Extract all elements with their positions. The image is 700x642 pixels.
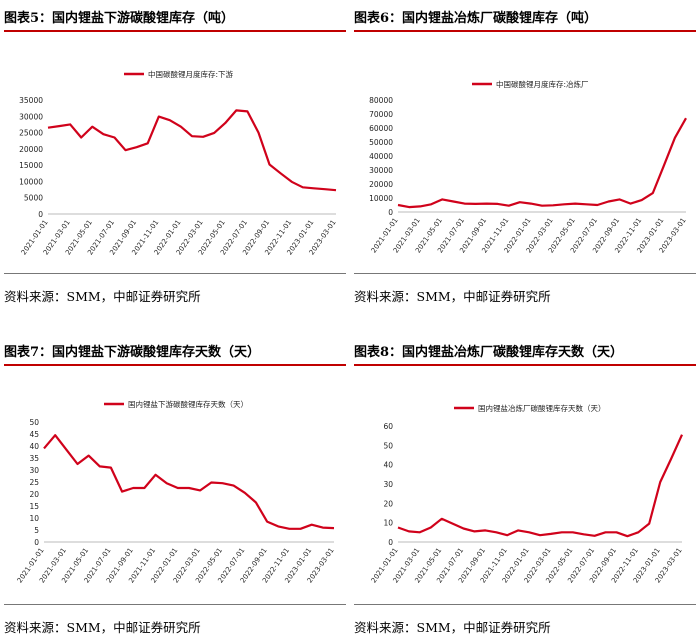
y-tick-label: 0 (388, 538, 393, 547)
y-tick-label: 20 (29, 490, 39, 499)
y-tick-label: 35 (29, 454, 39, 463)
y-tick-label: 15 (29, 502, 39, 511)
y-tick-label: 30 (383, 480, 393, 489)
y-tick-label: 30000 (19, 112, 43, 121)
source-label: 资料来源：SMM，中邮证券研究所 (4, 289, 201, 304)
source-label: 资料来源：SMM，中邮证券研究所 (354, 289, 551, 304)
series-line (43, 434, 335, 530)
line-chart: 国内锂盐下游碳酸锂库存天数（天） 0 5 10 15 20 25 30 35 40 45 50 2021… (16, 399, 336, 585)
y-tick-label: 35000 (19, 96, 43, 105)
y-tick-label: 0 (388, 208, 393, 217)
series-line (397, 434, 684, 538)
y-tick-label: 10 (383, 519, 393, 528)
y-tick-label: 25 (29, 478, 39, 487)
legend-label: 中国碳酸锂月度库存:下游 (148, 69, 234, 79)
y-tick-label: 10000 (19, 177, 43, 186)
y-tick-label: 45 (29, 430, 39, 439)
y-tick-label: 20000 (369, 180, 393, 189)
y-axis: 0 5 10 15 20 25 30 35 40 45 50 (29, 418, 39, 547)
x-axis: 2021-01-012021-03-012021-05-012021-07-01… (20, 219, 338, 257)
legend: 中国碳酸锂月度库存:冶炼厂 (472, 79, 589, 89)
data-points (397, 118, 687, 208)
y-tick-label: 70000 (369, 110, 393, 119)
data-points (47, 110, 337, 191)
legend-label: 国内锂盐下游碳酸锂库存天数（天） (128, 399, 248, 409)
y-tick-label: 40 (29, 442, 39, 451)
y-tick-label: 40000 (369, 152, 393, 161)
series-line (397, 117, 687, 209)
y-tick-label: 5 (34, 526, 39, 535)
line-chart: 中国碳酸锂月度库存:冶炼厂 0 10000 20000 30000 40000 50000 6… (369, 79, 688, 255)
y-tick-label: 0 (38, 210, 43, 219)
legend: 中国碳酸锂月度库存:下游 (124, 69, 234, 79)
y-axis: 0 10000 20000 30000 40000 50000 60000 70000 8000… (369, 96, 393, 217)
y-tick-label: 25000 (19, 129, 43, 138)
y-axis: 0 5000 10000 15000 20000 25000 30000 35000 (19, 96, 43, 219)
y-tick-label: 10000 (369, 194, 393, 203)
y-tick-label: 60 (383, 422, 393, 431)
y-tick-label: 50000 (369, 138, 393, 147)
divider (354, 273, 696, 274)
y-tick-label: 50 (29, 418, 39, 427)
legend: 国内锂盐下游碳酸锂库存天数（天） (104, 399, 248, 409)
y-tick-label: 15000 (19, 161, 43, 170)
y-tick-label: 80000 (369, 96, 393, 105)
figure-title: 图表5：国内锂盐下游碳酸锂库存（吨） (4, 8, 346, 32)
divider (4, 273, 346, 274)
y-tick-label: 50 (383, 441, 393, 450)
figure-title: 图表8：国内锂盐冶炼厂碳酸锂库存天数（天） (354, 342, 696, 366)
y-tick-label: 0 (34, 538, 39, 547)
legend-label: 国内锂盐冶炼厂碳酸锂库存天数（天） (478, 403, 606, 413)
y-tick-label: 40 (383, 461, 393, 470)
y-tick-label: 20000 (19, 145, 43, 154)
data-points (397, 434, 683, 537)
figure-title: 图表6：国内锂盐冶炼厂碳酸锂库存（吨） (354, 8, 696, 32)
y-axis: 0 10 20 30 40 50 60 (383, 422, 393, 547)
legend: 国内锂盐冶炼厂碳酸锂库存天数（天） (454, 403, 606, 413)
legend-label: 中国碳酸锂月度库存:冶炼厂 (496, 79, 589, 89)
divider (4, 604, 346, 605)
divider (354, 604, 696, 605)
line-chart: 国内锂盐冶炼厂碳酸锂库存天数（天） 0 10 20 30 40 50 60 2021-01-01… (370, 403, 684, 585)
source-label: 资料来源：SMM，中邮证券研究所 (4, 620, 201, 635)
x-axis: 2021-01-012021-03-012021-05-012021-07-01… (16, 547, 336, 585)
data-points (43, 435, 335, 529)
y-tick-label: 10 (29, 514, 39, 523)
source-label: 资料来源：SMM，中邮证券研究所 (354, 620, 551, 635)
x-axis: 2021-01-012021-03-012021-05-012021-07-01… (370, 217, 688, 255)
y-tick-label: 5000 (24, 194, 43, 203)
y-tick-label: 30 (29, 466, 39, 475)
x-axis: 2021-01-012021-03-012021-05-012021-07-01… (370, 547, 684, 585)
y-tick-label: 20 (383, 499, 393, 508)
y-tick-label: 60000 (369, 124, 393, 133)
series-line (47, 109, 337, 192)
figure-title: 图表7：国内锂盐下游碳酸锂库存天数（天） (4, 342, 346, 366)
y-tick-label: 30000 (369, 166, 393, 175)
line-chart: 中国碳酸锂月度库存:下游 0 5000 10000 15000 20000 25000 300… (19, 69, 338, 257)
